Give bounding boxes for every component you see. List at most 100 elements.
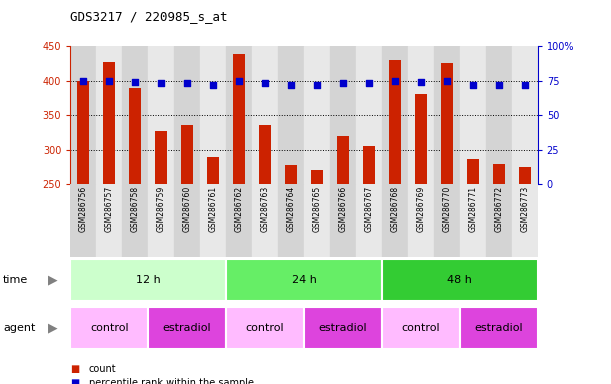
Text: GSM286761: GSM286761 [208,186,218,232]
Bar [408,46,434,184]
Bar [278,46,304,184]
Bar [174,184,200,257]
Text: GSM286762: GSM286762 [235,186,244,232]
Bar [70,46,97,184]
Text: estradiol: estradiol [163,323,211,333]
Bar [181,125,193,184]
Bar [441,63,453,184]
Text: 48 h: 48 h [447,275,472,285]
Bar [467,159,478,184]
Bar [486,184,512,257]
Bar [459,307,538,349]
Bar [304,184,330,257]
Text: GSM286759: GSM286759 [156,186,166,232]
Text: GSM286765: GSM286765 [312,186,321,232]
Text: GSM286770: GSM286770 [442,186,452,232]
Text: GSM286764: GSM286764 [287,186,296,232]
Bar [389,60,401,184]
Point [416,79,426,85]
Bar [70,307,148,349]
Bar [382,184,408,257]
Bar [519,167,530,184]
Text: GSM286768: GSM286768 [390,186,400,232]
Text: 12 h: 12 h [136,275,161,285]
Bar [207,157,219,184]
Point [234,78,244,84]
Text: control: control [401,323,440,333]
Bar [382,307,459,349]
Bar [493,164,505,184]
Bar [330,46,356,184]
Bar [233,55,245,184]
Text: time: time [3,275,28,285]
Bar [382,46,408,184]
Bar [200,46,226,184]
Text: GSM286758: GSM286758 [131,186,140,232]
Text: GSM286763: GSM286763 [260,186,269,232]
Bar [70,259,226,301]
Bar [103,62,115,184]
Point [442,78,452,84]
Bar [408,184,434,257]
Point [520,82,530,88]
Bar [155,131,167,184]
Text: 24 h: 24 h [291,275,316,285]
Point [156,80,166,86]
Bar [259,125,271,184]
Point [286,82,296,88]
Bar [512,46,538,184]
Text: agent: agent [3,323,35,333]
Bar [200,184,226,257]
Text: GSM286766: GSM286766 [338,186,348,232]
Text: GSM286767: GSM286767 [364,186,373,232]
Bar [97,46,122,184]
Text: control: control [90,323,128,333]
Text: ▶: ▶ [48,274,57,287]
Point [338,80,348,86]
Bar [226,184,252,257]
Bar [434,46,459,184]
Text: count: count [89,364,116,374]
Bar [382,259,538,301]
Bar [278,184,304,257]
Bar [252,184,278,257]
Text: GDS3217 / 220985_s_at: GDS3217 / 220985_s_at [70,10,228,23]
Bar [97,184,122,257]
Bar [252,46,278,184]
Bar [363,146,375,184]
Bar [122,46,148,184]
Bar [486,46,512,184]
Point [364,80,374,86]
Bar [285,165,297,184]
Text: ■: ■ [70,378,79,384]
Bar [226,46,252,184]
Bar [337,136,349,184]
Point [208,82,218,88]
Text: GSM286773: GSM286773 [520,186,529,232]
Text: GSM286772: GSM286772 [494,186,503,232]
Bar [148,307,226,349]
Bar [459,184,486,257]
Text: GSM286771: GSM286771 [468,186,477,232]
Bar [512,184,538,257]
Bar [304,46,330,184]
Bar [226,259,382,301]
Text: GSM286757: GSM286757 [104,186,114,232]
Text: estradiol: estradiol [318,323,367,333]
Text: GSM286760: GSM286760 [183,186,192,232]
Bar [311,170,323,184]
Bar [304,307,382,349]
Bar [459,46,486,184]
Point [390,78,400,84]
Point [104,78,114,84]
Point [312,82,322,88]
Point [130,79,140,85]
Bar [122,184,148,257]
Point [260,80,270,86]
Text: GSM286769: GSM286769 [416,186,425,232]
Text: ■: ■ [70,364,79,374]
Point [468,82,478,88]
Text: percentile rank within the sample: percentile rank within the sample [89,378,254,384]
Text: control: control [246,323,284,333]
Bar [174,46,200,184]
